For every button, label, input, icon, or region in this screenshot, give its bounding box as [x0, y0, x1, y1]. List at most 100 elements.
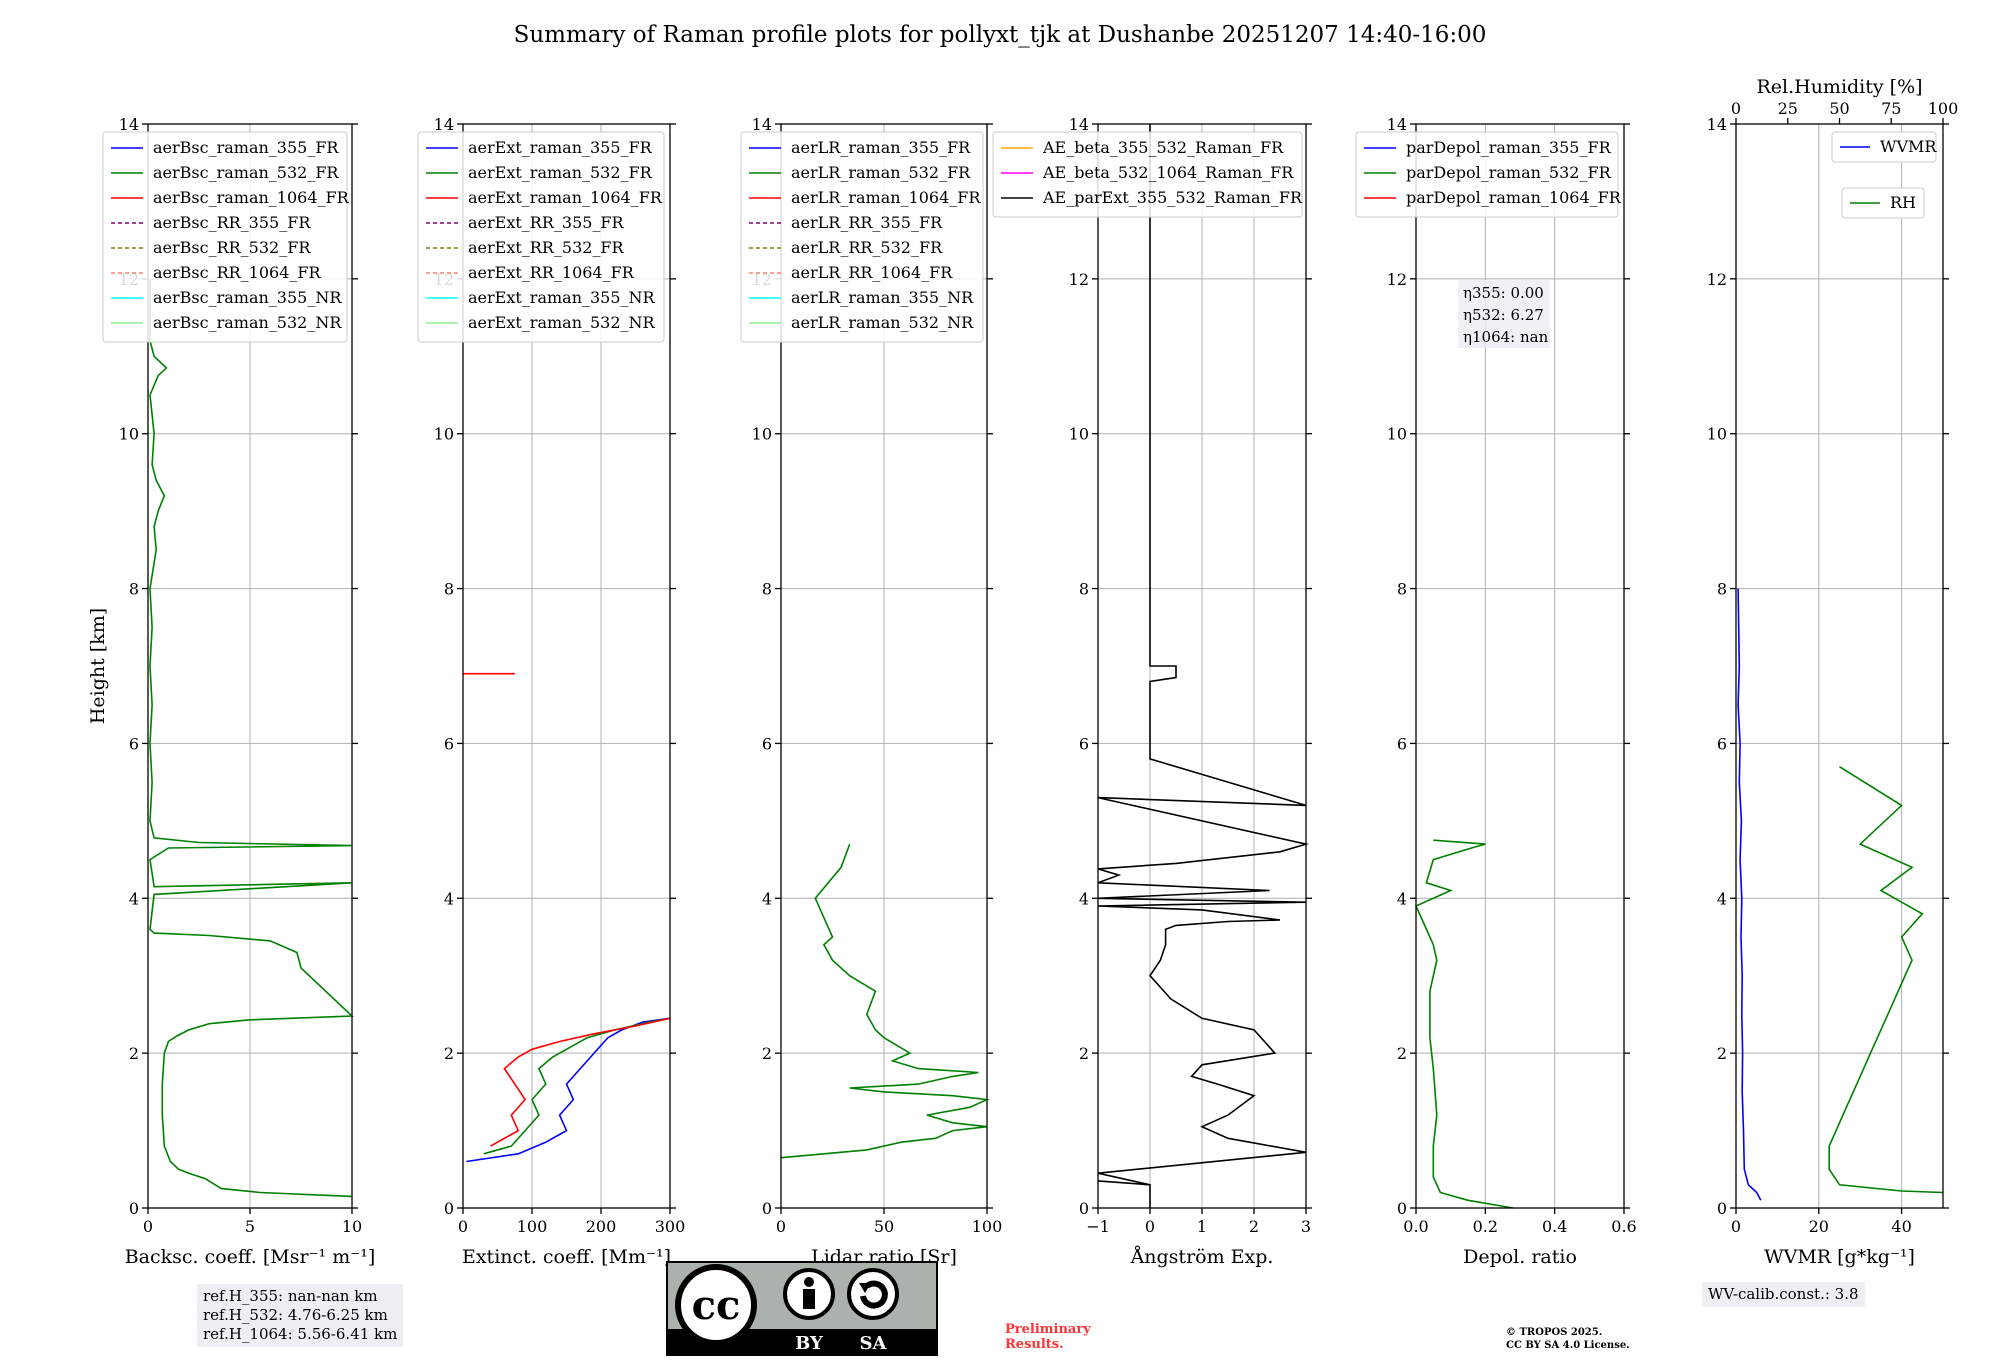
- x-tick-label: 0.6: [1611, 1217, 1636, 1236]
- series-line-ae-parext-355-532-raman-fr: [1097, 124, 1310, 1208]
- y-axis-label: Height [km]: [87, 608, 109, 724]
- top-axis-label: Rel.Humidity [%]: [1756, 76, 1922, 98]
- y-tick-label: 14: [119, 115, 139, 134]
- cc-sa-label: SA: [860, 1333, 888, 1354]
- axes-frame: [1735, 123, 1944, 1209]
- x-tick-label: 50: [874, 1217, 894, 1236]
- panel-lr: 02468101214050100Lidar ratio [Sr]aerLR_r…: [740, 115, 1003, 1268]
- legend-label: aerBsc_raman_355_FR: [153, 138, 339, 157]
- wv-calibration-box: WV-calib.const.: 3.8: [1702, 1282, 1865, 1307]
- legend-label: aerBsc_raman_1064_FR: [153, 188, 350, 207]
- legend-label: parDepol_raman_1064_FR: [1406, 188, 1622, 207]
- top-tick-label: 75: [1881, 99, 1901, 118]
- legend-label: aerExt_raman_532_NR: [468, 313, 656, 332]
- preliminary-line-1: Preliminary: [1005, 1322, 1091, 1337]
- legend-box: [992, 131, 1303, 218]
- legend-label: aerExt_RR_355_FR: [468, 213, 625, 232]
- legend-label: aerLR_RR_1064_FR: [791, 263, 953, 282]
- y-tick-label: 0: [1079, 1199, 1089, 1218]
- legend-label: RH: [1890, 193, 1916, 212]
- x-tick-label: 200: [586, 1217, 617, 1236]
- legend-label: aerExt_raman_1064_FR: [468, 188, 663, 207]
- series-line-wvmr: [1737, 588, 1762, 1201]
- y-tick-label: 2: [1079, 1044, 1089, 1063]
- y-tick-label: 12: [1069, 270, 1089, 289]
- top-tick-label: 25: [1778, 99, 1798, 118]
- ref-height-1064: ref.H_1064: 5.56-6.41 km: [203, 1325, 398, 1343]
- y-tick-label: 14: [1707, 115, 1727, 134]
- y-tick-label: 4: [1717, 889, 1727, 908]
- eta-value: η532: 6.27: [1463, 306, 1544, 324]
- y-tick-label: 2: [129, 1044, 139, 1063]
- top-tick-label: 50: [1829, 99, 1849, 118]
- x-tick-label: 0.0: [1403, 1217, 1428, 1236]
- legend-label: AE_parExt_355_532_Raman_FR: [1042, 188, 1303, 207]
- x-tick-label: 0: [143, 1217, 153, 1236]
- series-line-aerlr-raman-532-fr: [780, 843, 990, 1159]
- legend-box: [417, 131, 665, 343]
- y-tick-label: 2: [1717, 1044, 1727, 1063]
- y-tick-label: 10: [434, 425, 454, 444]
- legend-label: aerBsc_RR_1064_FR: [153, 263, 322, 282]
- share-alike-icon: [847, 1268, 899, 1320]
- y-tick-label: 2: [1397, 1044, 1407, 1063]
- x-tick-label: 20: [1809, 1217, 1829, 1236]
- y-tick-label: 0: [1717, 1199, 1727, 1218]
- y-tick-label: 8: [1079, 580, 1089, 599]
- y-tick-label: 2: [444, 1044, 454, 1063]
- y-tick-label: 10: [1387, 425, 1407, 444]
- x-tick-label: −1: [1086, 1217, 1110, 1236]
- x-axis-label: WVMR [g*kg⁻¹]: [1764, 1246, 1915, 1268]
- series-line-aerext-raman-1064-fr: [490, 1017, 671, 1147]
- cc-by-label: BY: [795, 1333, 824, 1354]
- ref-height-532: ref.H_532: 4.76-6.25 km: [203, 1306, 388, 1324]
- series-line-pardepol-raman-532-fr: [1414, 839, 1514, 1209]
- y-tick-label: 0: [1397, 1199, 1407, 1218]
- legend-label: aerLR_raman_355_FR: [791, 138, 971, 157]
- legend-label: aerExt_raman_532_FR: [468, 163, 653, 182]
- x-tick-label: 100: [972, 1217, 1003, 1236]
- x-tick-label: 0.4: [1542, 1217, 1567, 1236]
- series-line-aerbsc-raman-532-fr: [149, 278, 354, 1198]
- y-tick-label: 4: [1397, 889, 1407, 908]
- legend-box: [1355, 131, 1619, 218]
- panel-ext: 024681012140100200300Extinct. coeff. [Mm…: [417, 115, 685, 1268]
- legend-label: aerExt_RR_1064_FR: [468, 263, 635, 282]
- y-tick-label: 6: [1397, 734, 1407, 753]
- y-tick-label: 14: [434, 115, 454, 134]
- y-tick-label: 8: [129, 580, 139, 599]
- eta-value: η1064: nan: [1463, 328, 1549, 346]
- y-tick-label: 10: [752, 425, 772, 444]
- panel-bsc: 024681012140510Backsc. coeff. [Msr⁻¹ m⁻¹…: [102, 115, 376, 1268]
- y-tick-label: 4: [129, 889, 139, 908]
- y-tick-label: 4: [762, 889, 772, 908]
- legend-label: aerLR_raman_532_NR: [791, 313, 974, 332]
- legend-label: aerLR_raman_532_FR: [791, 163, 971, 182]
- x-tick-label: 2: [1249, 1217, 1259, 1236]
- series-line-rh: [1828, 766, 1944, 1194]
- legend-label: parDepol_raman_532_FR: [1406, 163, 1612, 182]
- legend-label: aerLR_raman_1064_FR: [791, 188, 981, 207]
- y-tick-label: 12: [1387, 270, 1407, 289]
- y-tick-label: 4: [1079, 889, 1089, 908]
- legend-label: aerLR_RR_532_FR: [791, 238, 943, 257]
- copyright-note: © TROPOS 2025. CC BY SA 4.0 License.: [1506, 1326, 1630, 1352]
- x-axis-label: Backsc. coeff. [Msr⁻¹ m⁻¹]: [125, 1246, 376, 1268]
- y-tick-label: 8: [762, 580, 772, 599]
- x-tick-label: 3: [1301, 1217, 1311, 1236]
- y-tick-label: 6: [1079, 734, 1089, 753]
- y-tick-label: 2: [762, 1044, 772, 1063]
- y-tick-label: 10: [1069, 425, 1089, 444]
- top-tick-label: 100: [1928, 99, 1959, 118]
- legend-label: AE_beta_355_532_Raman_FR: [1042, 138, 1284, 157]
- legend-label: aerBsc_RR_355_FR: [153, 213, 311, 232]
- x-tick-label: 1: [1197, 1217, 1207, 1236]
- x-tick-label: 0: [1145, 1217, 1155, 1236]
- y-tick-label: 14: [1387, 115, 1407, 134]
- x-tick-label: 0.2: [1473, 1217, 1498, 1236]
- copyright-line-2: CC BY SA 4.0 License.: [1506, 1340, 1630, 1351]
- legend-label: aerBsc_raman_355_NR: [153, 288, 342, 307]
